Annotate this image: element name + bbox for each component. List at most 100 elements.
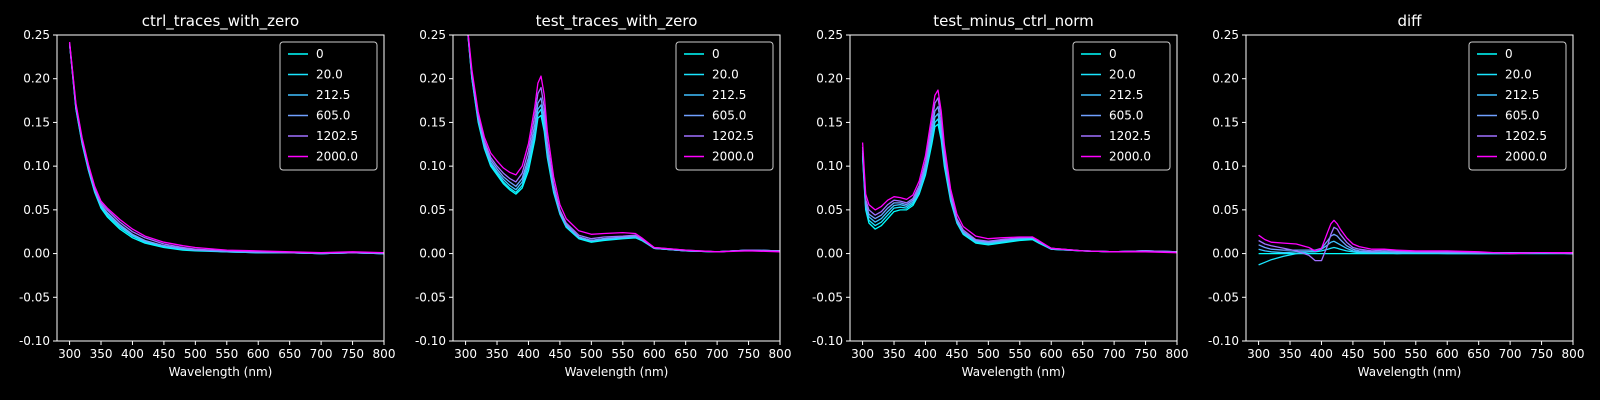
x-tick-label: 650 — [674, 347, 697, 361]
legend-entry: 212.5 — [1109, 88, 1143, 102]
legend: 0 20.0 212.5 605.0 1202.5 2000.0 — [1468, 41, 1567, 171]
legend-entry: 1202.5 — [1505, 129, 1547, 143]
axes-frame — [1245, 34, 1574, 342]
x-tick-label: 500 — [1373, 347, 1396, 361]
y-tick-label: 0.25 — [23, 28, 50, 42]
x-tick-label: 700 — [1499, 347, 1522, 361]
legend-entry: 1202.5 — [316, 129, 358, 143]
x-axis-label: Wavelength (nm) — [169, 365, 273, 379]
series-line-1202.5 — [861, 97, 1177, 253]
x-axis-label: Wavelength (nm) — [962, 365, 1066, 379]
y-tick-label: 0.20 — [1212, 72, 1239, 86]
y-tick-label: -0.10 — [812, 334, 843, 348]
legend: 0 20.0 212.5 605.0 1202.5 2000.0 — [1072, 41, 1171, 171]
x-tick-label: 300 — [1247, 347, 1270, 361]
axes-frame — [452, 34, 781, 342]
x-tick-label: 450 — [945, 347, 968, 361]
x-tick-label: 300 — [851, 347, 874, 361]
x-tick-label: 750 — [341, 347, 364, 361]
series-line-1202.5 — [1258, 226, 1573, 262]
x-tick-label: 450 — [152, 347, 175, 361]
series-line-20.0 — [1258, 246, 1573, 266]
x-axis-label: Wavelength (nm) — [1358, 365, 1462, 379]
series-line-605.0 — [1258, 233, 1573, 255]
y-tick-label: -0.05 — [812, 290, 843, 304]
x-tick-label: 350 — [1279, 347, 1302, 361]
y-tick-label: 0.10 — [1212, 159, 1239, 173]
y-tick-label: 0.10 — [23, 159, 50, 173]
x-tick-label: 650 — [1467, 347, 1490, 361]
y-tick-label: 0.15 — [816, 115, 843, 129]
x-tick-label: 400 — [517, 347, 540, 361]
y-tick-label: 0.20 — [23, 72, 50, 86]
x-tick-label: 550 — [611, 347, 634, 361]
legend-entry: 0 — [1109, 47, 1117, 61]
y-tick-label: 0.00 — [419, 247, 446, 261]
y-tick-label: 0.00 — [1212, 247, 1239, 261]
y-tick-label: -0.05 — [19, 290, 50, 304]
x-tick-label: 550 — [1008, 347, 1031, 361]
x-tick-label: 600 — [643, 347, 666, 361]
legend-entry: 0 — [712, 47, 720, 61]
y-tick-label: -0.05 — [1208, 290, 1239, 304]
plot-lines — [467, 35, 780, 253]
legend-entry: 20.0 — [1505, 68, 1532, 82]
legend-entry: 605.0 — [1505, 109, 1539, 123]
x-tick-label: 700 — [310, 347, 333, 361]
y-tick-label: 0.05 — [816, 203, 843, 217]
y-tick-label: 0.10 — [816, 159, 843, 173]
x-tick-label: 450 — [548, 347, 571, 361]
plot-lines — [68, 41, 384, 255]
panel-2: 300 350 400 450 500 550 600 650 700 750 800 -0.10 -0… — [415, 12, 792, 379]
plot-lines — [1258, 219, 1573, 266]
x-tick-label: 400 — [121, 347, 144, 361]
series-line-2000.0 — [68, 41, 384, 254]
axes-frame — [56, 34, 385, 342]
x-tick-label: 600 — [247, 347, 270, 361]
x-tick-label: 300 — [58, 347, 81, 361]
x-tick-label: 750 — [1530, 347, 1553, 361]
y-tick-label: 0.10 — [419, 159, 446, 173]
x-tick-label: 750 — [1134, 347, 1157, 361]
legend-entry: 212.5 — [712, 88, 746, 102]
plot-lines — [861, 89, 1177, 254]
chart-title: ctrl_traces_with_zero — [142, 12, 299, 31]
x-tick-label: 750 — [737, 347, 760, 361]
legend-entry: 605.0 — [712, 109, 746, 123]
x-tick-label: 350 — [486, 347, 509, 361]
y-tick-label: 0.15 — [1212, 115, 1239, 129]
panel-3: 300 350 400 450 500 550 600 650 700 750 800 -0.10 -0… — [812, 12, 1189, 379]
legend-entry: 212.5 — [316, 88, 350, 102]
x-tick-label: 600 — [1040, 347, 1063, 361]
y-tick-label: -0.10 — [415, 334, 446, 348]
x-tick-label: 550 — [215, 347, 238, 361]
series-line-2000.0 — [467, 35, 780, 253]
x-tick-label: 350 — [883, 347, 906, 361]
x-tick-label: 700 — [1103, 347, 1126, 361]
series-line-2000.0 — [1258, 219, 1573, 255]
y-tick-label: -0.05 — [415, 290, 446, 304]
legend-entry: 20.0 — [712, 68, 739, 82]
y-tick-label: 0.25 — [419, 28, 446, 42]
legend-entry: 2000.0 — [316, 150, 358, 164]
x-tick-label: 800 — [1562, 347, 1585, 361]
x-tick-label: 350 — [90, 347, 113, 361]
panel-1: 300 350 400 450 500 550 600 650 700 750 800 -0.10 -0… — [19, 12, 396, 379]
legend-entry: 0 — [316, 47, 324, 61]
legend-entry: 605.0 — [316, 109, 350, 123]
y-tick-label: -0.10 — [19, 334, 50, 348]
y-tick-label: 0.00 — [23, 247, 50, 261]
y-tick-label: 0.15 — [419, 115, 446, 129]
y-tick-label: 0.20 — [816, 72, 843, 86]
x-axis-label: Wavelength (nm) — [565, 365, 669, 379]
legend-entry: 2000.0 — [712, 150, 754, 164]
y-tick-label: 0.05 — [1212, 203, 1239, 217]
x-tick-label: 650 — [1071, 347, 1094, 361]
x-tick-label: 300 — [454, 347, 477, 361]
x-tick-label: 650 — [278, 347, 301, 361]
y-tick-label: 0.05 — [419, 203, 446, 217]
chart-title: diff — [1397, 12, 1422, 30]
x-tick-label: 800 — [373, 347, 396, 361]
y-tick-label: 0.25 — [1212, 28, 1239, 42]
y-tick-label: 0.20 — [419, 72, 446, 86]
